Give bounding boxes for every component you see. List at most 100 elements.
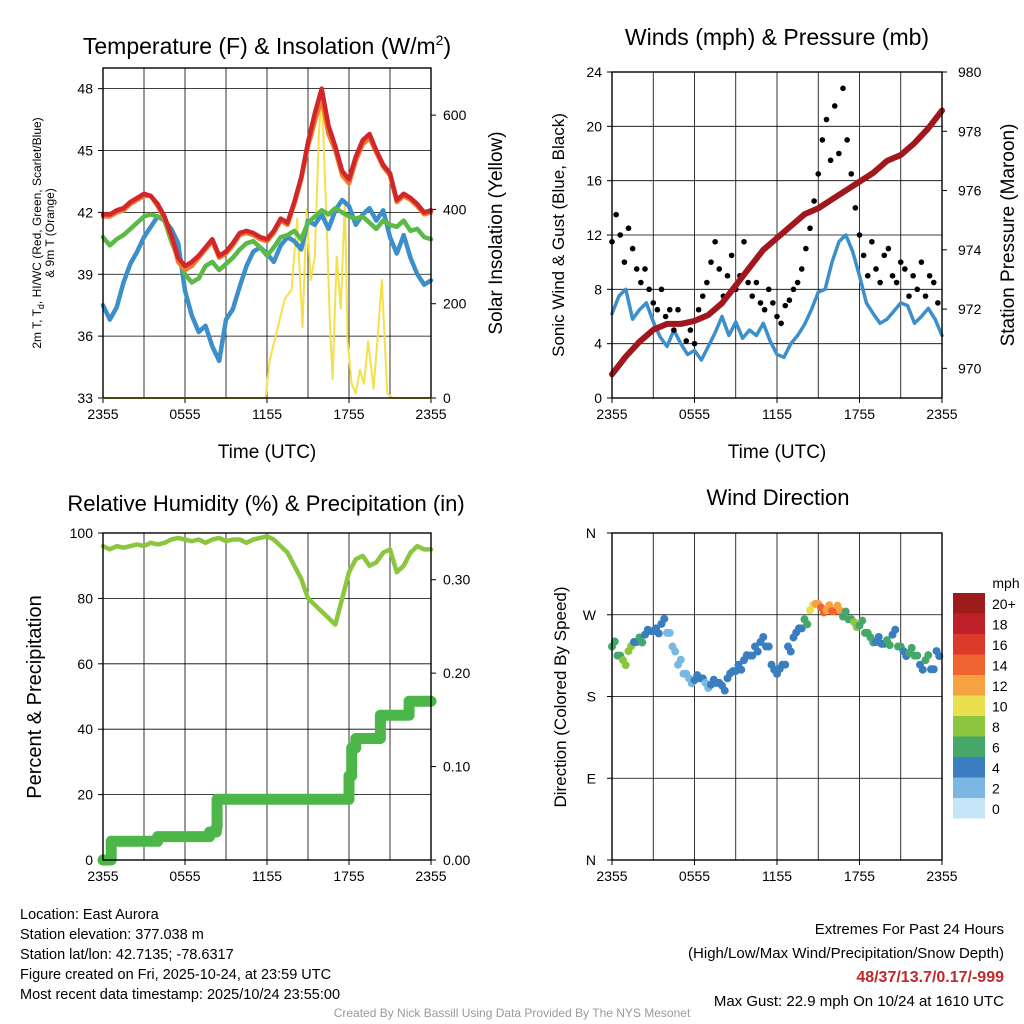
direction-point xyxy=(748,651,757,660)
gust-point xyxy=(926,272,933,279)
gust-point xyxy=(613,211,619,218)
x-tick-label: 2355 xyxy=(596,868,627,884)
x-tick-label: 2355 xyxy=(596,406,627,422)
gust-point xyxy=(860,252,867,259)
y-label-subscript: d xyxy=(36,304,46,309)
colorbar-swatch xyxy=(953,675,985,696)
y-axis-label: 2m T, Td, HI/WC (Red, Green, Scarlet/Blu… xyxy=(30,117,57,348)
x-tick-label: 1755 xyxy=(844,868,875,884)
colorbar-label: 14 xyxy=(992,658,1008,674)
gust-point xyxy=(770,300,776,306)
plot-border xyxy=(102,67,432,399)
x-tick-label: 0555 xyxy=(169,406,200,422)
gust-point xyxy=(819,137,826,143)
colorbar-label: 8 xyxy=(992,719,1000,735)
plot-border xyxy=(102,532,432,861)
y2-tick-label: 0.10 xyxy=(443,759,470,775)
gust-point xyxy=(658,286,665,293)
x-tick-label: 1155 xyxy=(252,868,282,884)
gust-point xyxy=(831,103,838,109)
x-tick-label: 2355 xyxy=(87,406,118,422)
x-tick-label: 0555 xyxy=(679,406,710,422)
gust-point xyxy=(757,300,764,306)
gust-point xyxy=(683,338,690,344)
direction-point xyxy=(671,647,680,656)
y-tick-label: 0 xyxy=(85,852,93,868)
y-tick-label: 33 xyxy=(77,390,93,406)
colorbar-swatch xyxy=(953,798,985,819)
chart-winds: 2355 0555 1155 1755 2355 Time (UTC) 0 4 8 12 16 20 2… xyxy=(549,24,1019,463)
x-tick-label: 1155 xyxy=(762,406,792,422)
gust-point xyxy=(807,225,813,232)
gust-point xyxy=(840,85,846,92)
gust-point xyxy=(856,232,863,238)
y2-tick-label: 0.00 xyxy=(443,852,470,868)
colorbar-label: 18 xyxy=(992,617,1008,633)
y-tick-label: N xyxy=(586,852,596,868)
gust-point xyxy=(844,137,850,143)
chart-humidity-precip: 2355 0555 1155 1755 23550204060801000.000.10… xyxy=(24,491,470,884)
gust-point xyxy=(671,327,677,333)
x-axis-label: Time (UTC) xyxy=(218,442,317,463)
gust-point xyxy=(877,279,883,286)
gust-point xyxy=(935,300,941,306)
series-line xyxy=(100,534,434,627)
direction-point xyxy=(781,660,790,669)
gust-point xyxy=(930,279,937,286)
gust-point xyxy=(910,272,916,279)
x-tick-label: 2355 xyxy=(415,406,446,422)
gust-point xyxy=(803,245,809,252)
gust-point xyxy=(666,306,673,313)
gust-point xyxy=(716,266,723,272)
max-gust-text: Max Gust: 22.9 mph On 10/24 at 1610 UTC xyxy=(713,993,1004,1010)
direction-point xyxy=(907,643,916,652)
colorbar-label: 0 xyxy=(992,801,1000,817)
location-text: Location: East Aurora xyxy=(20,907,159,923)
direction-point xyxy=(638,638,647,647)
gust-point xyxy=(642,266,648,272)
title-superscript: 2 xyxy=(436,32,444,48)
gust-point xyxy=(654,306,661,313)
created-text: Figure created on Fri, 2025-10-24, at 23… xyxy=(20,967,332,983)
gust-point xyxy=(885,245,892,252)
y-tick-label: 0 xyxy=(594,390,602,406)
direction-point xyxy=(621,661,630,670)
y-tick-label: W xyxy=(583,607,597,623)
gust-point xyxy=(823,116,830,123)
y-tick-label: 42 xyxy=(77,204,93,220)
direction-point xyxy=(665,628,674,637)
y-tick-label: 24 xyxy=(586,64,602,80)
precip-line xyxy=(97,695,437,866)
gust-point xyxy=(675,306,681,313)
y2-tick-label: 600 xyxy=(443,107,467,123)
colorbar-swatch xyxy=(953,654,985,675)
colorbar-unit: mph xyxy=(992,575,1019,591)
chart-title: Winds (mph) & Pressure (mb) xyxy=(625,24,929,50)
chart-title: Wind Direction xyxy=(706,485,849,510)
y2-tick-label: 976 xyxy=(958,183,982,199)
gust-point xyxy=(902,266,908,272)
direction-point xyxy=(753,647,762,656)
x-tick-label: 1155 xyxy=(252,406,282,422)
extremes-title: Extremes For Past 24 Hours xyxy=(814,921,1004,938)
gust-point xyxy=(621,259,628,265)
gust-point xyxy=(836,150,842,157)
direction-point xyxy=(803,620,812,629)
series-line xyxy=(102,90,432,399)
direction-point xyxy=(654,629,663,638)
y-axis-label: Direction (Colored By Speed) xyxy=(551,586,570,807)
gust-point xyxy=(922,293,929,299)
direction-point xyxy=(891,625,900,634)
series-line xyxy=(609,107,945,378)
direction-point xyxy=(841,607,850,616)
colorbar-swatch xyxy=(953,716,985,737)
x-tick-label: 1755 xyxy=(333,406,364,422)
direction-point xyxy=(660,614,669,623)
extremes-info: Extremes For Past 24 Hours (High/Low/Max… xyxy=(688,918,1004,1014)
y2-tick-label: 972 xyxy=(958,301,982,317)
y2-tick-label: 974 xyxy=(958,242,982,258)
y2-axis-label: Solar Insolation (Yellow) xyxy=(486,131,507,334)
gust-point xyxy=(741,238,747,245)
x-tick-label: 1755 xyxy=(333,868,364,884)
